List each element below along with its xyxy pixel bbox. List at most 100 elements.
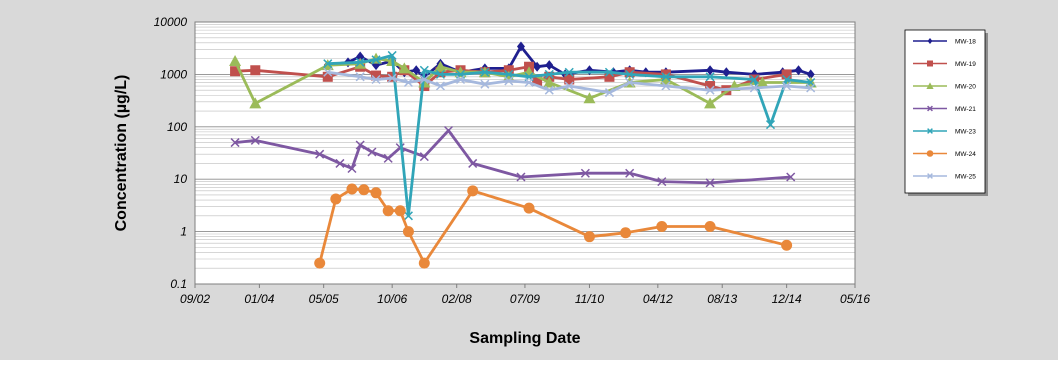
data-point-marker <box>434 60 447 72</box>
data-point-marker <box>564 67 574 77</box>
x-tick-label: 04/12 <box>643 292 673 306</box>
data-point-marker <box>504 69 514 79</box>
data-point-marker <box>624 67 635 78</box>
data-point-marker <box>661 72 671 82</box>
data-point-marker <box>371 74 381 85</box>
data-point-marker <box>322 71 333 82</box>
data-point-marker <box>358 184 370 196</box>
y-tick-label: 0.1 <box>170 277 187 291</box>
data-point-marker <box>418 257 430 269</box>
legend: MW-18 MW-19 MW-20 MW-21 MW-23 MW-24 MW-25 <box>904 29 988 196</box>
data-point-marker <box>524 77 534 88</box>
data-point-marker <box>543 76 556 88</box>
data-point-marker <box>782 81 792 91</box>
data-point-marker <box>927 173 933 179</box>
data-point-marker <box>705 72 715 82</box>
x-tick-label: 11/10 <box>575 292 604 306</box>
data-point-marker <box>383 153 393 163</box>
data-point-marker <box>372 60 381 71</box>
data-point-marker <box>532 75 543 86</box>
data-point-marker <box>806 83 816 93</box>
data-point-marker <box>230 66 241 77</box>
data-point-marker <box>604 88 614 98</box>
x-tick-label: 09/02 <box>180 292 210 306</box>
data-point-marker <box>656 221 668 233</box>
data-point-marker <box>781 239 793 251</box>
data-point-marker <box>604 67 614 77</box>
x-tick-label: 05/16 <box>840 292 870 306</box>
y-tick-label: 100 <box>167 120 187 134</box>
legend-label: MW-23 <box>955 129 976 136</box>
legend-label: MW-21 <box>955 106 976 113</box>
legend-label: MW-20 <box>955 84 976 91</box>
legend-box <box>904 29 986 194</box>
data-point-marker <box>250 65 261 76</box>
data-point-marker <box>419 152 429 162</box>
data-point-marker <box>355 57 365 67</box>
data-point-marker <box>435 67 446 78</box>
data-point-marker <box>480 67 490 77</box>
data-point-marker <box>398 62 411 74</box>
series-layer <box>229 41 817 269</box>
series-mw-25 <box>323 67 816 98</box>
data-point-marker <box>657 177 667 187</box>
data-point-marker <box>705 178 715 188</box>
data-point-marker <box>467 185 479 197</box>
series-mw-21 <box>230 125 796 188</box>
y-tick-label: 1000 <box>160 67 187 81</box>
x-tick-label: 01/04 <box>244 292 274 306</box>
data-point-marker <box>749 83 759 93</box>
legend-label: MW-24 <box>955 151 976 158</box>
axis-layer: 0.1 1 10 100 1000 10000 09/02 01/04 05/05 10/06 02… <box>154 15 871 306</box>
legend-label: MW-18 <box>955 39 976 46</box>
data-point-marker <box>705 85 715 95</box>
data-point-marker <box>782 74 792 85</box>
data-point-marker <box>456 74 466 85</box>
series-line <box>318 187 787 265</box>
data-point-marker <box>504 76 514 86</box>
data-point-marker <box>659 73 672 85</box>
data-point-marker <box>926 82 934 89</box>
legend-item: MW-25 <box>913 173 976 181</box>
data-point-marker <box>403 77 413 88</box>
data-point-marker <box>625 69 635 79</box>
data-point-marker <box>250 135 260 145</box>
y-tick-label: 10000 <box>154 15 188 29</box>
data-point-marker <box>544 69 554 79</box>
data-point-marker <box>781 69 792 80</box>
data-point-marker <box>580 168 590 178</box>
data-point-marker <box>544 85 554 95</box>
legend-label: MW-25 <box>955 174 976 181</box>
data-point-marker <box>443 125 454 136</box>
x-tick-label: 02/08 <box>442 292 472 306</box>
data-point-marker <box>371 70 382 81</box>
data-point-marker <box>502 70 515 82</box>
data-point-marker <box>355 72 365 82</box>
data-point-marker <box>749 74 759 85</box>
data-point-marker <box>412 65 421 76</box>
data-point-marker <box>706 65 715 76</box>
data-point-marker <box>625 77 635 88</box>
data-point-marker <box>230 138 240 148</box>
data-point-marker <box>315 149 325 159</box>
data-point-marker <box>249 97 262 109</box>
legend-item: MW-20 <box>913 82 976 91</box>
x-axis-label: Sampling Date <box>469 330 580 347</box>
y-tick-label: 10 <box>174 172 188 186</box>
data-point-marker <box>435 69 445 79</box>
data-point-marker <box>402 226 414 238</box>
data-point-marker <box>394 205 406 217</box>
data-point-marker <box>927 38 933 44</box>
data-point-marker <box>705 81 716 92</box>
y-tick-label: 1 <box>180 225 187 239</box>
data-point-marker <box>756 76 769 88</box>
data-point-marker <box>419 65 429 75</box>
series-mw-23 <box>323 50 816 221</box>
data-point-marker <box>435 81 445 91</box>
series-line <box>234 129 791 185</box>
data-point-marker <box>704 97 717 109</box>
x-tick-label: 07/09 <box>510 292 540 306</box>
data-point-marker <box>516 172 526 182</box>
series-line <box>327 70 811 94</box>
